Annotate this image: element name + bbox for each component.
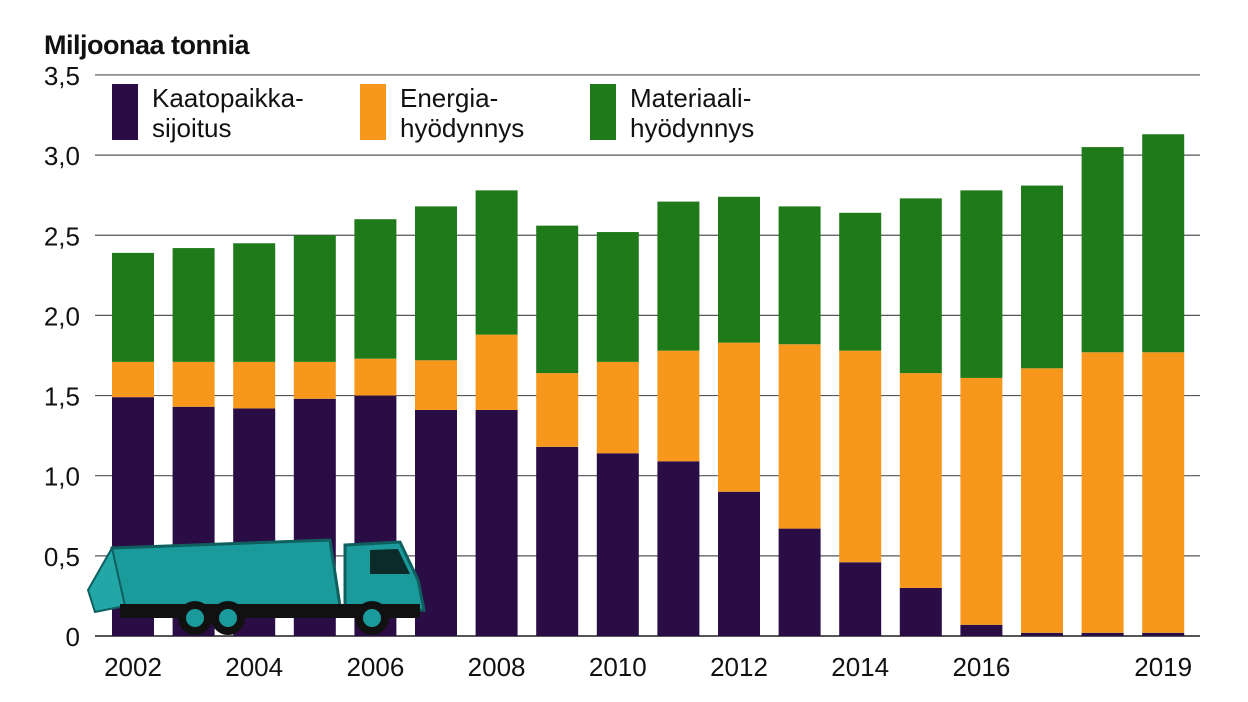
bar-energy-2014: [839, 350, 882, 563]
legend-swatch: [112, 84, 138, 140]
bar-landfill-2014: [839, 562, 882, 636]
legend-label: hyödynnys: [630, 113, 754, 143]
y-tick-label: 2,5: [44, 221, 80, 251]
bar-material-2006: [354, 219, 397, 359]
bar-landfill-2019: [1142, 632, 1185, 636]
y-tick-label: 0: [66, 622, 80, 652]
y-tick-label: 0,5: [44, 542, 80, 572]
x-tick-label: 2006: [346, 652, 404, 682]
garbage-truck-icon: [86, 538, 426, 635]
y-tick-label: 3,0: [44, 141, 80, 171]
bar-material-2005: [293, 235, 336, 362]
bar-energy-2015: [899, 373, 942, 588]
bar-material-2003: [172, 248, 215, 362]
x-tick-label: 2012: [710, 652, 768, 682]
bar-energy-2002: [112, 361, 154, 398]
legend-label: hyödynnys: [400, 113, 524, 143]
bar-material-2004: [233, 243, 276, 362]
bar-material-2019: [1142, 134, 1185, 353]
bar-landfill-2015: [899, 587, 942, 636]
bar-landfill-2011: [657, 461, 700, 636]
bar-landfill-2018: [1081, 632, 1124, 636]
bar-material-2013: [778, 206, 821, 345]
legend-label: sijoitus: [152, 113, 231, 143]
bar-landfill-2008: [475, 409, 518, 636]
y-tick-label: 1,0: [44, 462, 80, 492]
bar-energy-2013: [778, 344, 821, 529]
bar-material-2011: [657, 201, 700, 351]
bar-material-2016: [960, 190, 1003, 378]
y-tick-label: 1,5: [44, 382, 80, 412]
bar-material-2018: [1081, 147, 1124, 353]
bar-material-2008: [475, 190, 518, 335]
bar-material-2014: [839, 212, 882, 351]
bar-energy-2010: [596, 361, 639, 454]
x-tick-label: 2002: [104, 652, 162, 682]
bar-landfill-2009: [536, 446, 579, 636]
bar-energy-2016: [960, 377, 1003, 625]
bar-landfill-2013: [778, 528, 821, 636]
bar-material-2009: [536, 225, 579, 374]
bar-material-2012: [718, 196, 760, 343]
y-axis-title: Miljoonaa tonnia: [44, 30, 250, 60]
bar-energy-2012: [718, 342, 760, 492]
bar-landfill-2016: [960, 624, 1003, 636]
legend-label: Materiaali-: [630, 83, 751, 113]
x-tick-label: 2008: [468, 652, 526, 682]
bar-landfill-2012: [718, 491, 760, 636]
x-tick-label: 2010: [589, 652, 647, 682]
bar-material-2007: [415, 206, 457, 361]
bar-energy-2005: [293, 361, 336, 399]
bar-energy-2008: [475, 334, 518, 410]
x-tick-label: 2004: [225, 652, 283, 682]
legend-label: Kaatopaikka-: [152, 83, 304, 113]
legend-swatch: [590, 84, 616, 140]
bar-energy-2003: [172, 361, 215, 407]
y-tick-label: 2,0: [44, 301, 80, 331]
bar-energy-2007: [415, 360, 457, 410]
x-tick-label: 2014: [831, 652, 889, 682]
bar-landfill-2017: [1021, 632, 1063, 636]
bar-energy-2009: [536, 373, 579, 447]
x-tick-label: 2016: [952, 652, 1010, 682]
bar-energy-2017: [1021, 368, 1063, 633]
bar-material-2002: [112, 252, 154, 362]
bar-material-2015: [899, 198, 942, 374]
bar-material-2010: [596, 232, 639, 362]
legend-swatch: [360, 84, 386, 140]
x-tick-label: 2019: [1134, 652, 1192, 682]
bar-material-2017: [1021, 185, 1063, 369]
bar-energy-2004: [233, 361, 276, 409]
y-tick-label: 3,5: [44, 61, 80, 91]
bar-energy-2011: [657, 350, 700, 462]
legend-label: Energia-: [400, 83, 498, 113]
bar-energy-2018: [1081, 352, 1124, 633]
bar-energy-2006: [354, 358, 397, 396]
bar-landfill-2010: [596, 453, 639, 636]
bar-energy-2019: [1142, 352, 1185, 633]
